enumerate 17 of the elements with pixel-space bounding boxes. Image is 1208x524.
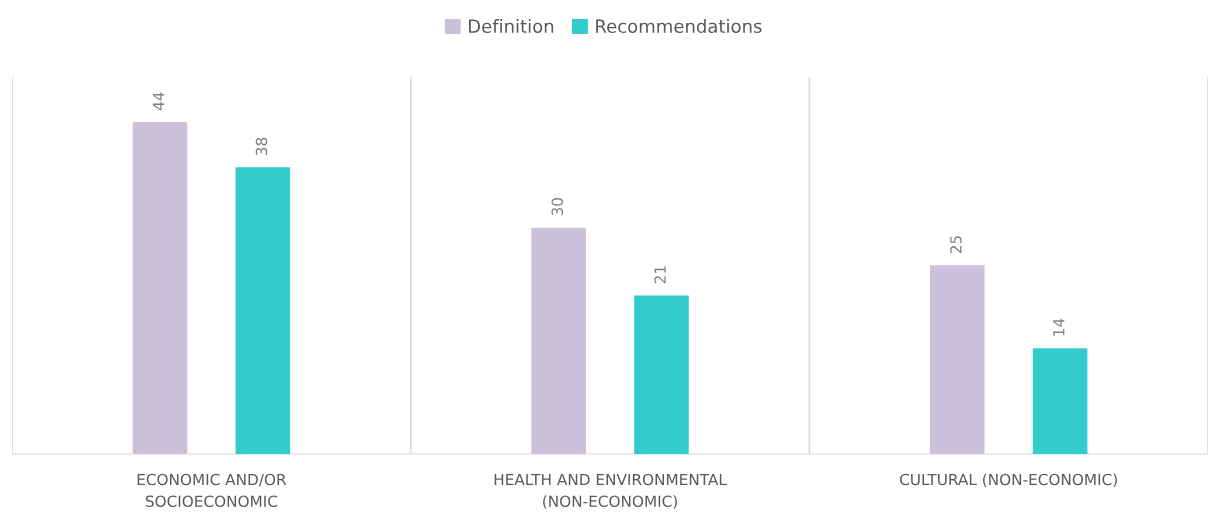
bar [531,227,586,454]
legend-label: Recommendations [596,19,762,34]
bar [132,121,188,454]
data-label: 38 [255,137,268,155]
x-tick-label: HEALTH AND ENVIRONMENTAL (NON-ECONOMIC) [494,473,727,509]
legend-label: Definition [469,19,554,34]
bar [634,295,689,454]
data-label: 44 [153,92,165,111]
x-tick-label: CULTURAL (NON-ECONOMIC) [900,473,1117,488]
bar [929,265,985,454]
data-label: 14 [1053,318,1065,336]
data-label: 25 [950,236,962,254]
bar [235,167,291,454]
bar [1032,348,1088,454]
data-label: 21 [654,266,666,284]
data-label: 30 [551,198,564,216]
x-tick-label: ECONOMIC AND/OR SOCIOECONOMIC [137,473,287,508]
